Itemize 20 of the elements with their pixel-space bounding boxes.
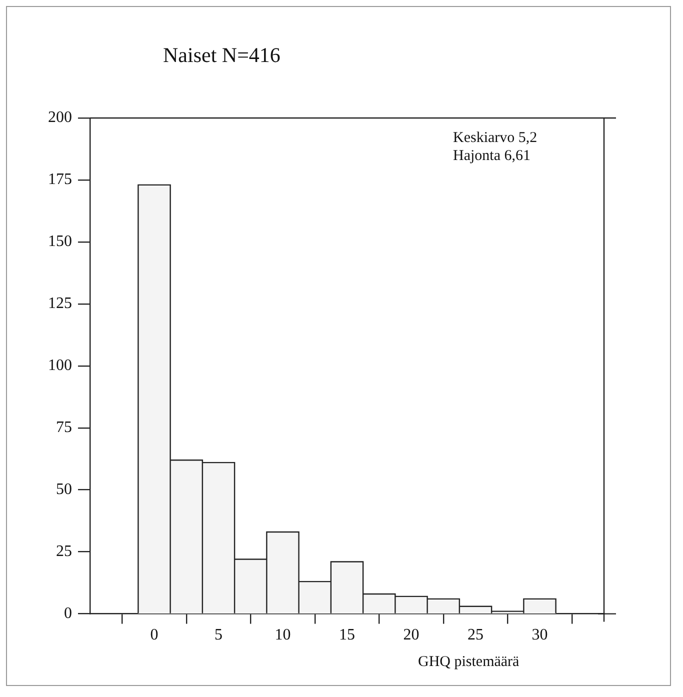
x-tick-label: 30 xyxy=(532,626,548,644)
y-tick-label: 125 xyxy=(48,295,72,312)
x-tick-label: 20 xyxy=(403,626,420,644)
x-axis-title: GHQ pistemäärä xyxy=(418,654,520,670)
x-tick-label: 25 xyxy=(468,626,484,644)
y-tick-label: 25 xyxy=(56,543,72,560)
x-tick-label: 15 xyxy=(339,626,355,644)
chart-title: Naiset N=416 xyxy=(163,43,280,67)
y-tick-label: 175 xyxy=(48,171,72,188)
y-tick-label: 150 xyxy=(48,233,72,250)
y-tick-label: 50 xyxy=(56,481,72,498)
y-tick-label: 200 xyxy=(48,109,72,126)
y-tick-label: 0 xyxy=(64,605,72,622)
x-tick-label: 10 xyxy=(274,626,291,644)
x-tick-label: 5 xyxy=(214,626,222,644)
x-tick-label: 0 xyxy=(150,626,158,644)
y-tick-label: 75 xyxy=(56,419,72,436)
annotation: Hajonta 6,61 xyxy=(453,148,530,164)
annotation: Keskiarvo 5,2 xyxy=(453,130,538,146)
y-tick-label: 100 xyxy=(48,357,72,374)
